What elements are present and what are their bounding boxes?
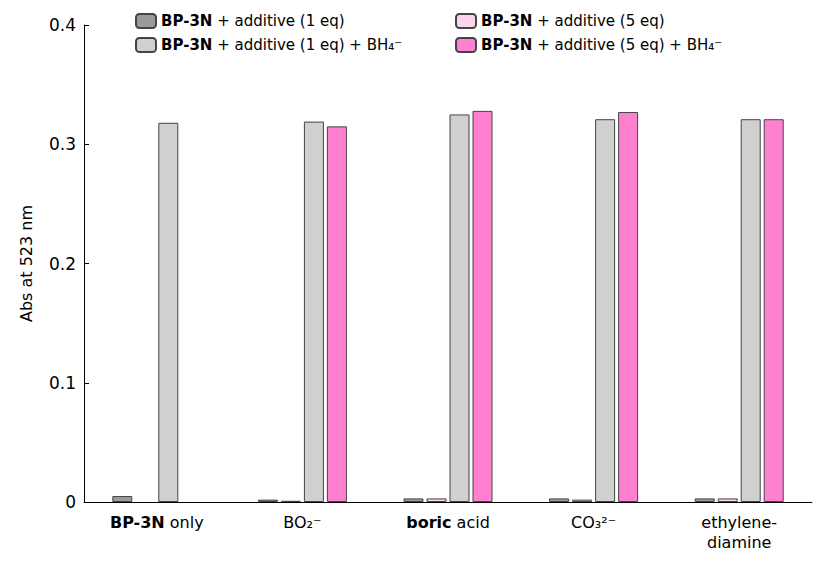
svg-text:Abs at 523 nm: Abs at 523 nm — [17, 205, 36, 322]
svg-text:0.1: 0.1 — [49, 373, 76, 393]
svg-text:0: 0 — [65, 492, 76, 512]
svg-text:0.3: 0.3 — [49, 134, 76, 154]
svg-text:BP-3N: BP-3N — [110, 513, 165, 532]
svg-text:0.2: 0.2 — [49, 254, 76, 274]
svg-text:+ additive (1 eq) + BH₄⁻: + additive (1 eq) + BH₄⁻ — [212, 36, 402, 54]
svg-text:BO₂⁻: BO₂⁻ — [283, 513, 321, 532]
svg-text:only: only — [165, 513, 204, 532]
svg-text:BP-3N: BP-3N — [161, 36, 212, 54]
svg-text:+ additive (1 eq): + additive (1 eq) — [212, 12, 344, 30]
svg-text:boric: boric — [406, 513, 451, 532]
svg-text:BP-3N: BP-3N — [161, 12, 212, 30]
svg-text:+ additive (5 eq): + additive (5 eq) — [532, 12, 664, 30]
svg-text:0.4: 0.4 — [49, 15, 76, 35]
svg-text:diamine: diamine — [707, 533, 771, 552]
svg-text:acid: acid — [452, 513, 490, 532]
svg-text:+ additive (5 eq) + BH₄⁻: + additive (5 eq) + BH₄⁻ — [532, 36, 722, 54]
svg-text:BP-3N: BP-3N — [481, 36, 532, 54]
svg-text:ethylene-: ethylene- — [701, 513, 777, 532]
svg-text:BP-3N: BP-3N — [481, 12, 532, 30]
svg-text:CO₃²⁻: CO₃²⁻ — [571, 513, 616, 532]
